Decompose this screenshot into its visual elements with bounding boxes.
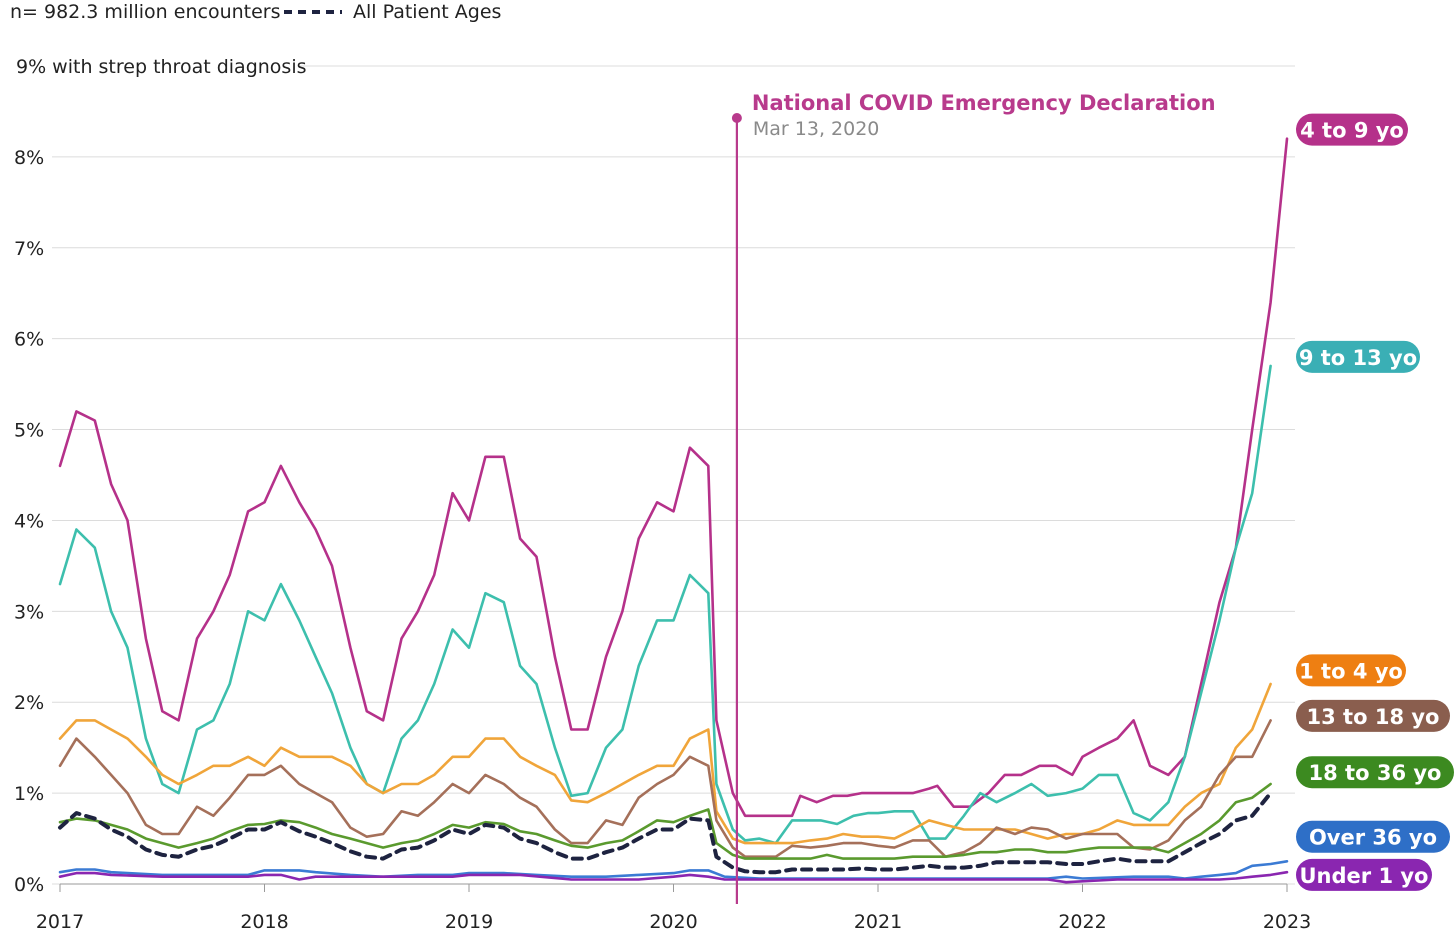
y-tick-label: 6%	[14, 329, 44, 351]
y-tick-label: 8%	[14, 147, 44, 169]
series-label-pill	[1296, 699, 1450, 732]
series-line-9-to-13-yo	[58, 364, 1272, 845]
series-label-text: Under 1 yo	[1300, 864, 1429, 888]
series-label-pill	[1296, 820, 1450, 853]
x-tick-label: 2019	[445, 911, 493, 933]
series-line-18-to-36-yo	[58, 782, 1272, 860]
series-label-pill	[1296, 756, 1454, 789]
series-label-under-1-yo: Under 1 yo	[1296, 858, 1432, 891]
series-label-1-to-4-yo: 1 to 4 yo	[1296, 654, 1406, 687]
series-label-9-to-13-yo: 9 to 13 yo	[1296, 340, 1420, 373]
series-line-13-to-18-yo	[58, 719, 1272, 858]
series-line-over-36-yo	[58, 860, 1289, 880]
series-label-13-to-18-yo: 13 to 18 yo	[1296, 699, 1450, 732]
y-tick-label: 3%	[14, 601, 44, 623]
y-tick-label: 1%	[14, 783, 44, 805]
y-tick-label: 4%	[14, 510, 44, 532]
series-label-18-to-36-yo: 18 to 36 yo	[1296, 756, 1454, 789]
x-tick-label: 2021	[854, 911, 902, 933]
y-tick-label: 2%	[14, 692, 44, 714]
series-label-over-36-yo: Over 36 yo	[1296, 820, 1450, 853]
x-tick-label: 2022	[1058, 911, 1106, 933]
y-tick-label: 5%	[14, 420, 44, 442]
series-line-1-to-4-yo	[58, 682, 1272, 845]
x-tick-label: 2017	[36, 911, 84, 933]
series-line-under-1-yo	[58, 870, 1289, 884]
series-label-text: 4 to 9 yo	[1300, 119, 1404, 143]
covid-declaration-annotation: National COVID Emergency Declaration Mar …	[731, 91, 1216, 904]
series-label-text: Over 36 yo	[1309, 826, 1437, 850]
series-label-4-to-9-yo: 4 to 9 yo	[1296, 113, 1408, 146]
y-tick-label: 0%	[14, 874, 44, 896]
x-tick-label: 2020	[649, 911, 697, 933]
axes: 0% 1% 2% 3% 4% 5% 6% 7% 8% 9% with strep throat d…	[14, 56, 1311, 933]
x-tick-label: 2018	[240, 911, 288, 933]
legend-all-patient-ages: All Patient Ages	[353, 1, 501, 23]
series-label-text: 1 to 4 yo	[1299, 659, 1403, 683]
series-label-pill	[1296, 858, 1432, 891]
series-labels: 4 to 9 yo 9 to 13 yo 1 to 4 yo 13 to 18 yo 1…	[1296, 113, 1454, 891]
series-label-text: 18 to 36 yo	[1309, 761, 1442, 785]
series-label-text: 13 to 18 yo	[1307, 705, 1440, 729]
series-label-pill	[1296, 340, 1420, 373]
y-axis-title: 9% with strep throat diagnosis	[16, 56, 307, 78]
annotation-date: Mar 13, 2020	[753, 118, 880, 140]
series-label-text: 9 to 13 yo	[1299, 346, 1417, 370]
x-tick-label: 2023	[1263, 911, 1311, 933]
series-lines	[58, 137, 1289, 884]
sample-size-note: n= 982.3 million encounters	[10, 1, 281, 23]
y-tick-label: 7%	[14, 238, 44, 260]
series-label-pill	[1296, 113, 1408, 146]
series-label-pill	[1296, 654, 1406, 687]
series-line-all-patient-ages	[58, 791, 1273, 875]
annotation-dot	[731, 113, 742, 123]
series-line-4-to-9-yo	[58, 137, 1289, 818]
annotation-title: National COVID Emergency Declaration	[752, 91, 1216, 115]
